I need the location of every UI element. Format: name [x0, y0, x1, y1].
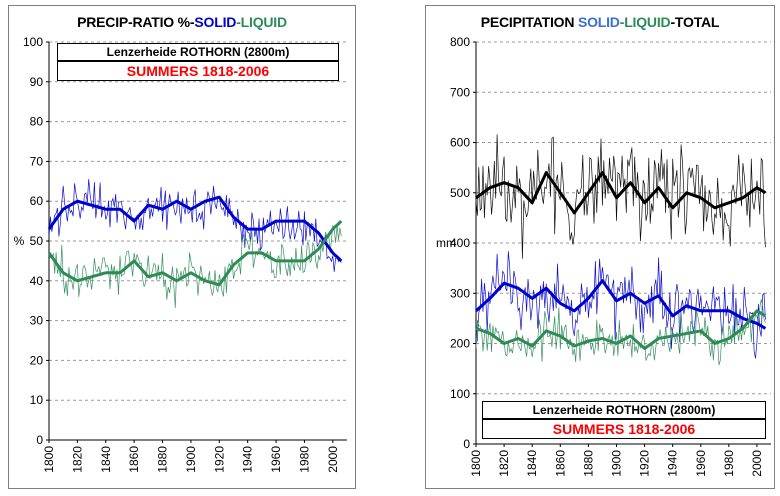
y-tick-label: 90 [30, 75, 44, 89]
ratio-legend-period: SUMMERS 1818-2006 [57, 61, 339, 81]
y-tick-label: 0 [463, 437, 470, 451]
y-tick-label: 100 [23, 35, 43, 49]
x-tick-label: 2000 [326, 446, 340, 473]
series-liquid-smoothed [475, 309, 767, 350]
y-tick-label: 400 [450, 236, 470, 250]
y-tick-label: 80 [30, 115, 44, 129]
y-axis-label: % [14, 234, 25, 248]
series-total-annual [475, 134, 766, 259]
x-tick-label: 1940 [241, 446, 255, 473]
y-tick-label: 50 [30, 234, 44, 248]
y-tick-label: 600 [450, 136, 470, 150]
series-liquid-smoothed [47, 220, 343, 287]
title-part-total: -TOTAL [670, 14, 720, 30]
precip-chart-panel: PECIPITATION SOLID-LIQUID-TOTAL 0 100 200 3… [425, 5, 775, 489]
title-part-dash: - [619, 14, 625, 30]
series-solid-smoothed [475, 279, 767, 330]
precip-legend-station: Lenzerheide ROTHORN (2800m) [482, 401, 766, 419]
y-tick-label: 60 [30, 194, 44, 208]
y-tick-label: 30 [30, 314, 44, 328]
title-part-liquid: LIQUID [240, 14, 287, 30]
title-part-liquid: LIQUID [624, 14, 671, 30]
title-part-dash: - [236, 14, 241, 30]
x-tick-label: 1840 [525, 450, 539, 477]
x-tick-label: 1900 [609, 450, 623, 477]
x-tick-label: 1980 [722, 450, 736, 477]
x-tick-label: 1820 [497, 450, 511, 477]
x-tick-label: 1880 [581, 450, 595, 477]
series-solid-annual [48, 179, 342, 272]
title-part-precip: PECIPITATION [480, 14, 578, 30]
y-axis-label: mm [436, 236, 456, 250]
x-tick-label: 1800 [469, 450, 483, 477]
x-tick-label: 1920 [212, 446, 226, 473]
ratio-legend-station: Lenzerheide ROTHORN (2800m) [57, 43, 339, 61]
y-tick-label: 10 [30, 393, 44, 407]
y-tick-label: 40 [30, 274, 44, 288]
ratio-chart-panel: PRECIP-RATIO %-SOLID-LIQUID 0 10 20 30 40 50 6… [8, 5, 356, 489]
y-tick-label: 800 [450, 35, 470, 49]
y-tick-label: 70 [30, 154, 44, 168]
y-tick-label: 100 [450, 387, 470, 401]
y-tick-label: 20 [30, 353, 44, 367]
series-total-smoothed [475, 171, 767, 215]
x-tick-label: 1800 [42, 446, 56, 473]
title-part-solid: SOLID [194, 14, 237, 30]
y-tick-label: 200 [450, 337, 470, 351]
y-tick-label: 700 [450, 85, 470, 99]
ratio-chart-title: PRECIP-RATIO %-SOLID-LIQUID [9, 14, 355, 30]
x-tick-label: 1820 [70, 446, 84, 473]
x-tick-label: 1900 [184, 446, 198, 473]
x-tick-label: 2000 [750, 450, 764, 477]
x-tick-label: 1980 [297, 446, 311, 473]
precip-chart-title: PECIPITATION SOLID-LIQUID-TOTAL [426, 14, 774, 30]
x-tick-label: 1860 [553, 450, 567, 477]
precip-chart-svg: 0 100 200 300 400 500 600 700 800 1800 1820 1840 186… [436, 35, 771, 477]
x-tick-label: 1960 [269, 446, 283, 473]
x-tick-label: 1880 [156, 446, 170, 473]
precip-legend-period: SUMMERS 1818-2006 [482, 419, 766, 439]
series-solid-smoothed [47, 195, 343, 262]
x-tick-label: 1940 [666, 450, 680, 477]
x-tick-label: 1840 [99, 446, 113, 473]
x-tick-label: 1860 [127, 446, 141, 473]
ratio-chart-svg: 0 10 20 30 40 50 60 70 80 90 100 1800 1820 1840 1860 18… [14, 35, 347, 473]
x-tick-label: 1960 [694, 450, 708, 477]
series-liquid-annual [48, 224, 342, 308]
y-tick-label: 300 [450, 286, 470, 300]
y-tick-label: 500 [450, 186, 470, 200]
x-tick-label: 1920 [638, 450, 652, 477]
title-part-ratio: PRECIP-RATIO %- [77, 14, 195, 30]
y-tick-label: 0 [36, 433, 43, 447]
title-part-solid: SOLID [577, 14, 620, 30]
series-liquid-annual [475, 299, 766, 366]
